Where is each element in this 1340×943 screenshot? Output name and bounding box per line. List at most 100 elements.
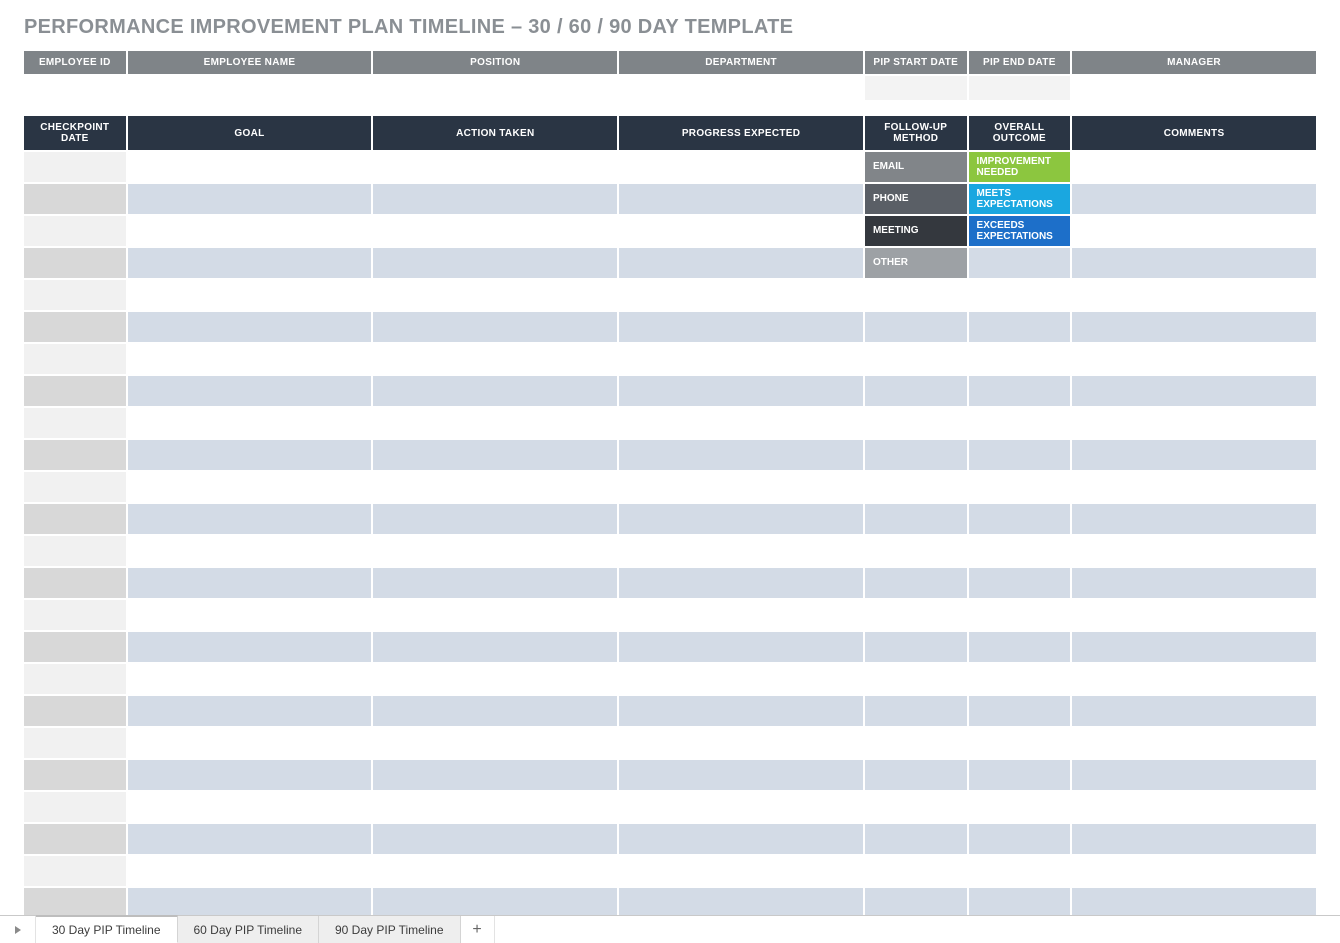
- table-cell[interactable]: [619, 216, 863, 246]
- table-cell[interactable]: [619, 792, 863, 822]
- table-cell[interactable]: [24, 376, 126, 406]
- table-cell[interactable]: [969, 856, 1071, 886]
- table-cell[interactable]: [128, 856, 372, 886]
- table-cell[interactable]: [969, 760, 1071, 790]
- table-cell[interactable]: [865, 600, 967, 630]
- table-cell[interactable]: [373, 824, 617, 854]
- table-cell[interactable]: [619, 408, 863, 438]
- table-cell[interactable]: [969, 536, 1071, 566]
- table-cell[interactable]: [1072, 312, 1316, 342]
- table-cell[interactable]: [1072, 376, 1316, 406]
- table-cell[interactable]: [865, 760, 967, 790]
- table-cell[interactable]: [24, 184, 126, 214]
- table-cell[interactable]: [24, 216, 126, 246]
- table-cell[interactable]: [24, 152, 126, 182]
- table-cell[interactable]: [128, 216, 372, 246]
- table-cell[interactable]: [1072, 472, 1316, 502]
- table-cell[interactable]: [128, 280, 372, 310]
- table-cell[interactable]: [24, 504, 126, 534]
- table-cell[interactable]: [969, 408, 1071, 438]
- table-cell[interactable]: [373, 344, 617, 374]
- table-cell[interactable]: [373, 696, 617, 726]
- sheet-tab[interactable]: 60 Day PIP Timeline: [178, 916, 320, 943]
- table-cell[interactable]: [969, 312, 1071, 342]
- table-cell[interactable]: [619, 152, 863, 182]
- table-cell[interactable]: [619, 856, 863, 886]
- table-cell[interactable]: [24, 888, 126, 918]
- table-cell[interactable]: [128, 472, 372, 502]
- table-cell[interactable]: [1072, 216, 1316, 246]
- table-cell[interactable]: [24, 472, 126, 502]
- table-cell[interactable]: [969, 792, 1071, 822]
- table-cell[interactable]: [969, 888, 1071, 918]
- table-cell[interactable]: [865, 312, 967, 342]
- table-cell[interactable]: [619, 248, 863, 278]
- table-cell[interactable]: [24, 568, 126, 598]
- table-cell[interactable]: [1072, 664, 1316, 694]
- table-cell[interactable]: [1072, 440, 1316, 470]
- table-cell[interactable]: [1072, 184, 1316, 214]
- followup-tag[interactable]: MEETING: [865, 216, 967, 246]
- table-cell[interactable]: [1072, 344, 1316, 374]
- table-cell[interactable]: [619, 760, 863, 790]
- table-cell[interactable]: [128, 344, 372, 374]
- table-cell[interactable]: [24, 408, 126, 438]
- info-cell-4[interactable]: [865, 76, 967, 100]
- table-cell[interactable]: [128, 888, 372, 918]
- table-cell[interactable]: [128, 248, 372, 278]
- table-cell[interactable]: [24, 824, 126, 854]
- table-cell[interactable]: [373, 504, 617, 534]
- table-cell[interactable]: [1072, 824, 1316, 854]
- table-cell[interactable]: [128, 792, 372, 822]
- table-cell[interactable]: [619, 344, 863, 374]
- table-cell[interactable]: [373, 632, 617, 662]
- table-cell[interactable]: [24, 760, 126, 790]
- table-cell[interactable]: [865, 856, 967, 886]
- table-cell[interactable]: [865, 728, 967, 758]
- sheet-tab[interactable]: 30 Day PIP Timeline: [36, 915, 178, 943]
- table-cell[interactable]: [24, 312, 126, 342]
- table-cell[interactable]: [619, 440, 863, 470]
- table-cell[interactable]: [969, 504, 1071, 534]
- table-cell[interactable]: [619, 696, 863, 726]
- table-cell[interactable]: [373, 728, 617, 758]
- table-cell[interactable]: [865, 568, 967, 598]
- table-cell[interactable]: [373, 280, 617, 310]
- table-cell[interactable]: [128, 376, 372, 406]
- info-cell-5[interactable]: [969, 76, 1071, 100]
- outcome-tag[interactable]: EXCEEDS EXPECTATIONS: [969, 216, 1071, 246]
- table-cell[interactable]: [373, 664, 617, 694]
- table-cell[interactable]: [969, 376, 1071, 406]
- table-cell[interactable]: [373, 216, 617, 246]
- table-cell[interactable]: [24, 728, 126, 758]
- table-cell[interactable]: [128, 312, 372, 342]
- table-cell[interactable]: [24, 344, 126, 374]
- table-cell[interactable]: [969, 248, 1071, 278]
- table-cell[interactable]: [128, 824, 372, 854]
- table-cell[interactable]: [373, 440, 617, 470]
- table-cell[interactable]: [24, 664, 126, 694]
- table-cell[interactable]: [373, 152, 617, 182]
- table-cell[interactable]: [619, 568, 863, 598]
- table-cell[interactable]: [24, 248, 126, 278]
- table-cell[interactable]: [619, 280, 863, 310]
- table-cell[interactable]: [128, 728, 372, 758]
- table-cell[interactable]: [128, 632, 372, 662]
- sheet-tab[interactable]: 90 Day PIP Timeline: [319, 916, 461, 943]
- table-cell[interactable]: [373, 408, 617, 438]
- table-cell[interactable]: [619, 376, 863, 406]
- table-cell[interactable]: [619, 472, 863, 502]
- table-cell[interactable]: [969, 664, 1071, 694]
- table-cell[interactable]: [865, 664, 967, 694]
- table-cell[interactable]: [619, 600, 863, 630]
- table-cell[interactable]: [373, 568, 617, 598]
- table-cell[interactable]: [128, 152, 372, 182]
- table-cell[interactable]: [865, 536, 967, 566]
- table-cell[interactable]: [128, 184, 372, 214]
- table-cell[interactable]: [373, 856, 617, 886]
- table-cell[interactable]: [1072, 728, 1316, 758]
- table-cell[interactable]: [969, 568, 1071, 598]
- info-cell-6[interactable]: [1072, 76, 1316, 100]
- table-cell[interactable]: [865, 824, 967, 854]
- table-cell[interactable]: [865, 792, 967, 822]
